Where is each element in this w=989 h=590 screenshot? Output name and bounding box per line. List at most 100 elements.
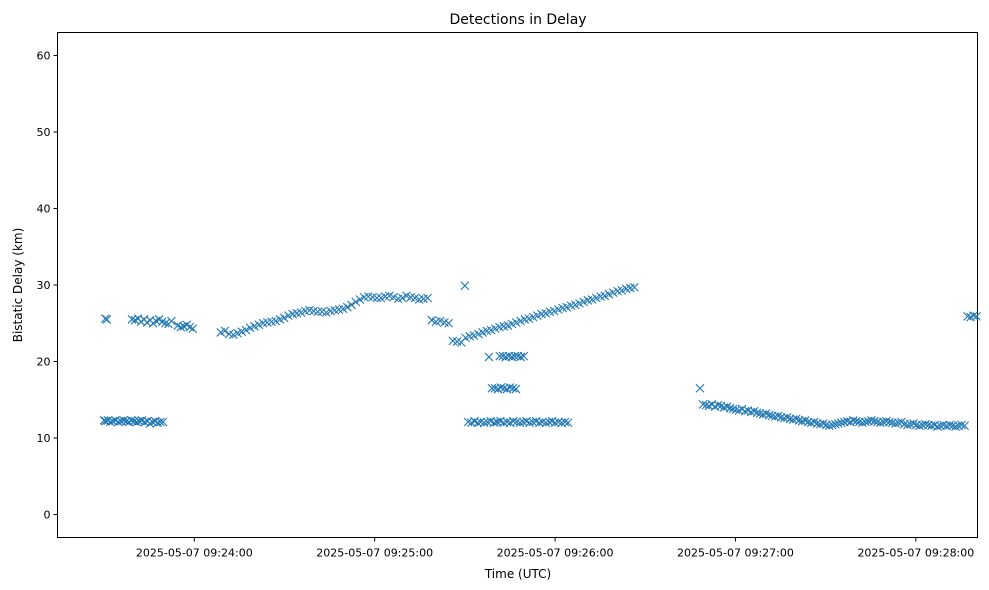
data-point — [728, 404, 738, 414]
data-point — [119, 416, 129, 425]
data-point — [185, 322, 195, 332]
data-point — [945, 420, 954, 430]
data-point — [516, 352, 526, 362]
data-point — [713, 400, 723, 410]
x-tick-label: 2025-05-07 09:25:00 — [316, 547, 433, 560]
data-point — [484, 352, 494, 362]
data-point — [519, 351, 529, 361]
data-point — [909, 419, 918, 428]
data-point — [851, 416, 861, 426]
y-tick-label: 40 — [37, 202, 51, 215]
data-point — [372, 293, 382, 303]
data-point — [630, 282, 639, 292]
data-point — [818, 419, 828, 428]
data-point — [809, 417, 819, 427]
x-tick-label: 2025-05-07 09:28:00 — [857, 547, 974, 560]
x-axis: 2025-05-07 09:24:00 2025-05-07 09:25:00 20… — [136, 537, 974, 560]
data-point — [915, 421, 924, 431]
x-tick-label: 2025-05-07 09:24:00 — [136, 547, 253, 560]
data-point — [836, 418, 846, 428]
data-point — [496, 383, 506, 392]
data-point — [397, 293, 407, 303]
data-point — [511, 384, 521, 394]
data-point — [866, 416, 876, 425]
data-point — [891, 419, 900, 428]
data-point — [492, 417, 502, 427]
data-point — [220, 326, 230, 336]
data-point — [752, 408, 762, 418]
data-point — [145, 419, 155, 428]
data-point — [557, 418, 567, 428]
data-point — [479, 418, 489, 428]
y-tick-label: 0 — [44, 509, 51, 522]
data-point — [876, 418, 885, 428]
data-point — [791, 414, 801, 424]
data-point — [176, 322, 186, 332]
data-point — [782, 412, 792, 422]
data-point — [113, 417, 123, 427]
data-point — [515, 418, 525, 428]
y-tick-label: 30 — [37, 279, 51, 292]
data-point — [903, 420, 912, 430]
data-point — [972, 311, 981, 321]
data-point — [550, 418, 560, 428]
y-tick-label: 50 — [37, 126, 51, 139]
data-point — [951, 422, 960, 431]
data-point — [857, 418, 867, 428]
data-point — [860, 417, 870, 427]
data-point — [538, 417, 547, 427]
data-point — [695, 383, 705, 393]
data-point — [722, 402, 732, 412]
data-point — [130, 315, 140, 325]
data-point — [512, 417, 521, 427]
data-point — [773, 411, 783, 421]
data-point — [155, 417, 165, 427]
data-point — [761, 409, 771, 418]
chart-title: Detections in Delay — [449, 12, 586, 28]
data-point — [885, 417, 894, 427]
data-point — [347, 300, 356, 310]
data-point — [824, 421, 834, 431]
data-point — [444, 318, 454, 328]
data-points — [99, 281, 981, 431]
data-point — [106, 417, 115, 427]
data-point — [869, 416, 879, 426]
data-point — [102, 315, 112, 324]
data-point — [560, 417, 570, 427]
data-point — [969, 311, 978, 320]
data-point — [749, 406, 759, 416]
y-tick-label: 60 — [37, 49, 51, 62]
data-point — [800, 416, 810, 425]
y-tick-label: 10 — [37, 432, 51, 445]
data-point — [833, 419, 843, 428]
x-tick-label: 2025-05-07 09:26:00 — [497, 547, 614, 560]
x-axis-label: Time (UTC) — [484, 567, 551, 581]
data-point — [508, 383, 518, 393]
data-point — [535, 418, 544, 428]
data-point — [423, 293, 432, 303]
data-point — [476, 417, 486, 427]
data-point — [499, 418, 509, 428]
data-point — [698, 399, 708, 409]
data-point — [313, 307, 323, 317]
data-point — [725, 403, 735, 413]
x-tick-label: 2025-05-07 09:27:00 — [677, 547, 794, 560]
data-point — [342, 302, 352, 312]
data-point — [467, 418, 476, 428]
data-point — [279, 313, 289, 323]
data-point — [921, 419, 930, 429]
data-point — [241, 325, 251, 335]
data-point — [830, 419, 840, 429]
data-point — [957, 420, 966, 430]
data-point — [960, 421, 969, 431]
data-point — [508, 416, 518, 426]
data-point — [933, 422, 942, 431]
data-point — [848, 416, 858, 425]
data-point — [554, 417, 563, 427]
data-point — [355, 295, 365, 304]
data-point — [167, 316, 176, 326]
data-point — [473, 418, 483, 428]
data-point — [882, 416, 891, 426]
data-point — [460, 281, 470, 291]
